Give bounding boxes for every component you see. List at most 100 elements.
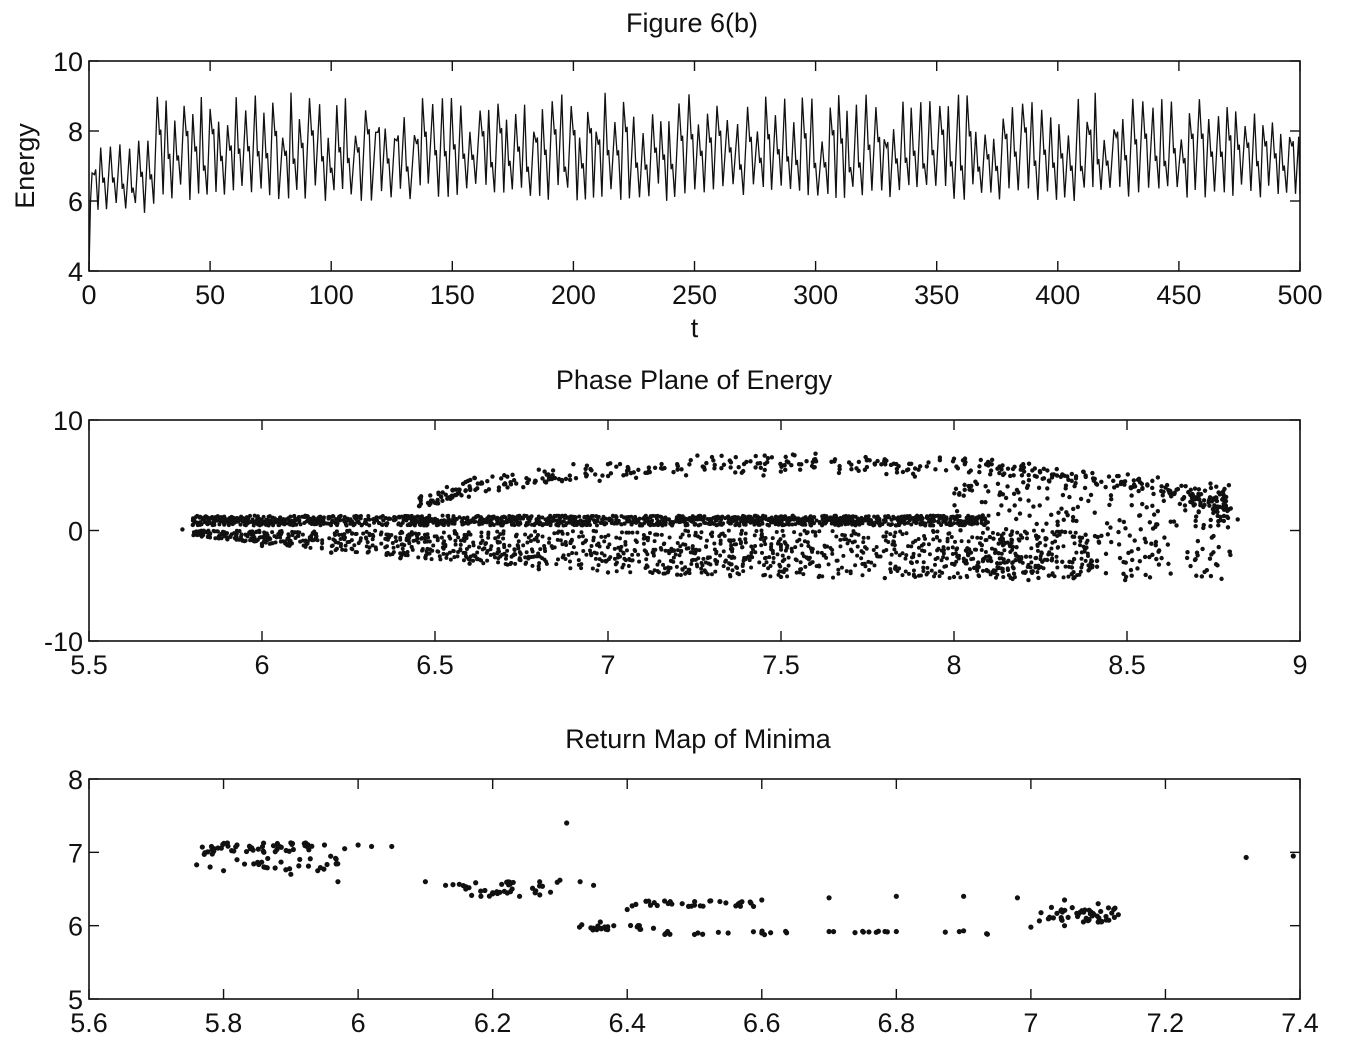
data-point bbox=[798, 560, 803, 565]
data-point bbox=[933, 557, 938, 562]
data-point bbox=[1067, 559, 1072, 565]
data-point bbox=[932, 562, 937, 567]
data-point bbox=[966, 483, 971, 489]
data-point bbox=[599, 551, 604, 556]
data-point bbox=[728, 518, 733, 523]
data-point bbox=[1105, 905, 1112, 911]
data-point bbox=[415, 534, 420, 539]
data-point bbox=[898, 515, 903, 520]
data-point bbox=[336, 540, 341, 545]
data-point bbox=[481, 561, 486, 566]
data-point bbox=[1025, 536, 1030, 541]
data-point bbox=[941, 555, 946, 560]
data-point bbox=[721, 549, 726, 554]
data-point bbox=[1036, 918, 1042, 924]
data-point bbox=[789, 546, 794, 551]
data-point bbox=[609, 521, 614, 526]
data-point bbox=[628, 470, 634, 476]
data-point bbox=[817, 529, 822, 534]
data-point bbox=[272, 865, 278, 871]
data-point bbox=[900, 573, 905, 578]
data-point bbox=[964, 573, 969, 578]
data-point bbox=[1012, 503, 1017, 508]
data-point bbox=[923, 536, 928, 541]
data-point bbox=[1128, 485, 1133, 490]
data-point bbox=[648, 515, 653, 520]
data-point bbox=[1060, 492, 1066, 498]
data-point bbox=[284, 542, 289, 547]
data-point bbox=[349, 546, 354, 551]
data-point bbox=[799, 543, 804, 548]
data-point bbox=[450, 487, 455, 493]
data-point bbox=[1060, 559, 1065, 565]
data-point bbox=[604, 516, 609, 521]
data-point bbox=[935, 548, 940, 553]
plot-frame bbox=[88, 778, 1301, 1000]
data-point bbox=[790, 513, 795, 518]
data-point bbox=[880, 522, 885, 527]
data-point bbox=[998, 561, 1003, 566]
data-point bbox=[1063, 486, 1068, 491]
data-point bbox=[728, 465, 733, 470]
data-point bbox=[687, 462, 692, 467]
data-point bbox=[438, 557, 443, 562]
data-point bbox=[743, 540, 748, 545]
data-point bbox=[839, 565, 844, 570]
data-point bbox=[484, 541, 489, 546]
data-point bbox=[781, 533, 786, 538]
data-point bbox=[739, 519, 744, 524]
data-point bbox=[1000, 463, 1005, 468]
data-point bbox=[929, 568, 934, 573]
data-point bbox=[589, 544, 594, 549]
data-point bbox=[996, 511, 1001, 517]
data-point bbox=[1143, 572, 1148, 578]
data-point bbox=[475, 556, 480, 561]
data-point bbox=[456, 881, 462, 887]
data-point bbox=[893, 566, 898, 571]
data-point bbox=[952, 517, 957, 522]
data-point bbox=[1061, 544, 1066, 549]
data-point bbox=[555, 530, 560, 535]
data-point bbox=[499, 515, 504, 520]
data-point bbox=[736, 465, 741, 470]
data-point bbox=[458, 538, 463, 543]
data-point bbox=[1096, 539, 1101, 544]
data-point bbox=[603, 559, 608, 564]
data-point bbox=[782, 557, 787, 562]
data-point bbox=[805, 540, 810, 545]
data-point bbox=[428, 493, 433, 498]
data-point bbox=[768, 563, 773, 568]
data-point bbox=[668, 558, 673, 563]
data-point bbox=[290, 533, 295, 538]
data-point bbox=[1045, 468, 1050, 473]
data-point bbox=[306, 516, 311, 521]
data-point bbox=[1168, 519, 1173, 524]
data-point bbox=[1103, 571, 1109, 576]
data-point bbox=[909, 561, 914, 566]
data-point bbox=[330, 518, 335, 523]
data-point bbox=[1144, 505, 1149, 510]
data-point bbox=[974, 547, 979, 552]
data-point bbox=[762, 461, 768, 467]
data-point bbox=[502, 545, 507, 550]
data-point bbox=[706, 521, 711, 526]
data-point bbox=[1207, 495, 1213, 500]
data-point bbox=[857, 519, 862, 524]
data-point bbox=[1069, 565, 1075, 570]
data-point bbox=[682, 520, 687, 525]
data-point bbox=[1098, 919, 1105, 925]
data-point bbox=[521, 485, 526, 490]
data-point bbox=[1054, 466, 1059, 472]
data-point bbox=[912, 466, 918, 471]
data-point bbox=[1223, 498, 1229, 504]
data-point bbox=[997, 470, 1002, 476]
data-point bbox=[1093, 481, 1099, 486]
data-point bbox=[210, 521, 215, 526]
data-point bbox=[501, 482, 507, 487]
data-point bbox=[958, 528, 963, 533]
data-point bbox=[523, 532, 528, 537]
data-point bbox=[599, 534, 604, 539]
data-point bbox=[616, 520, 621, 525]
data-point bbox=[1095, 901, 1101, 907]
